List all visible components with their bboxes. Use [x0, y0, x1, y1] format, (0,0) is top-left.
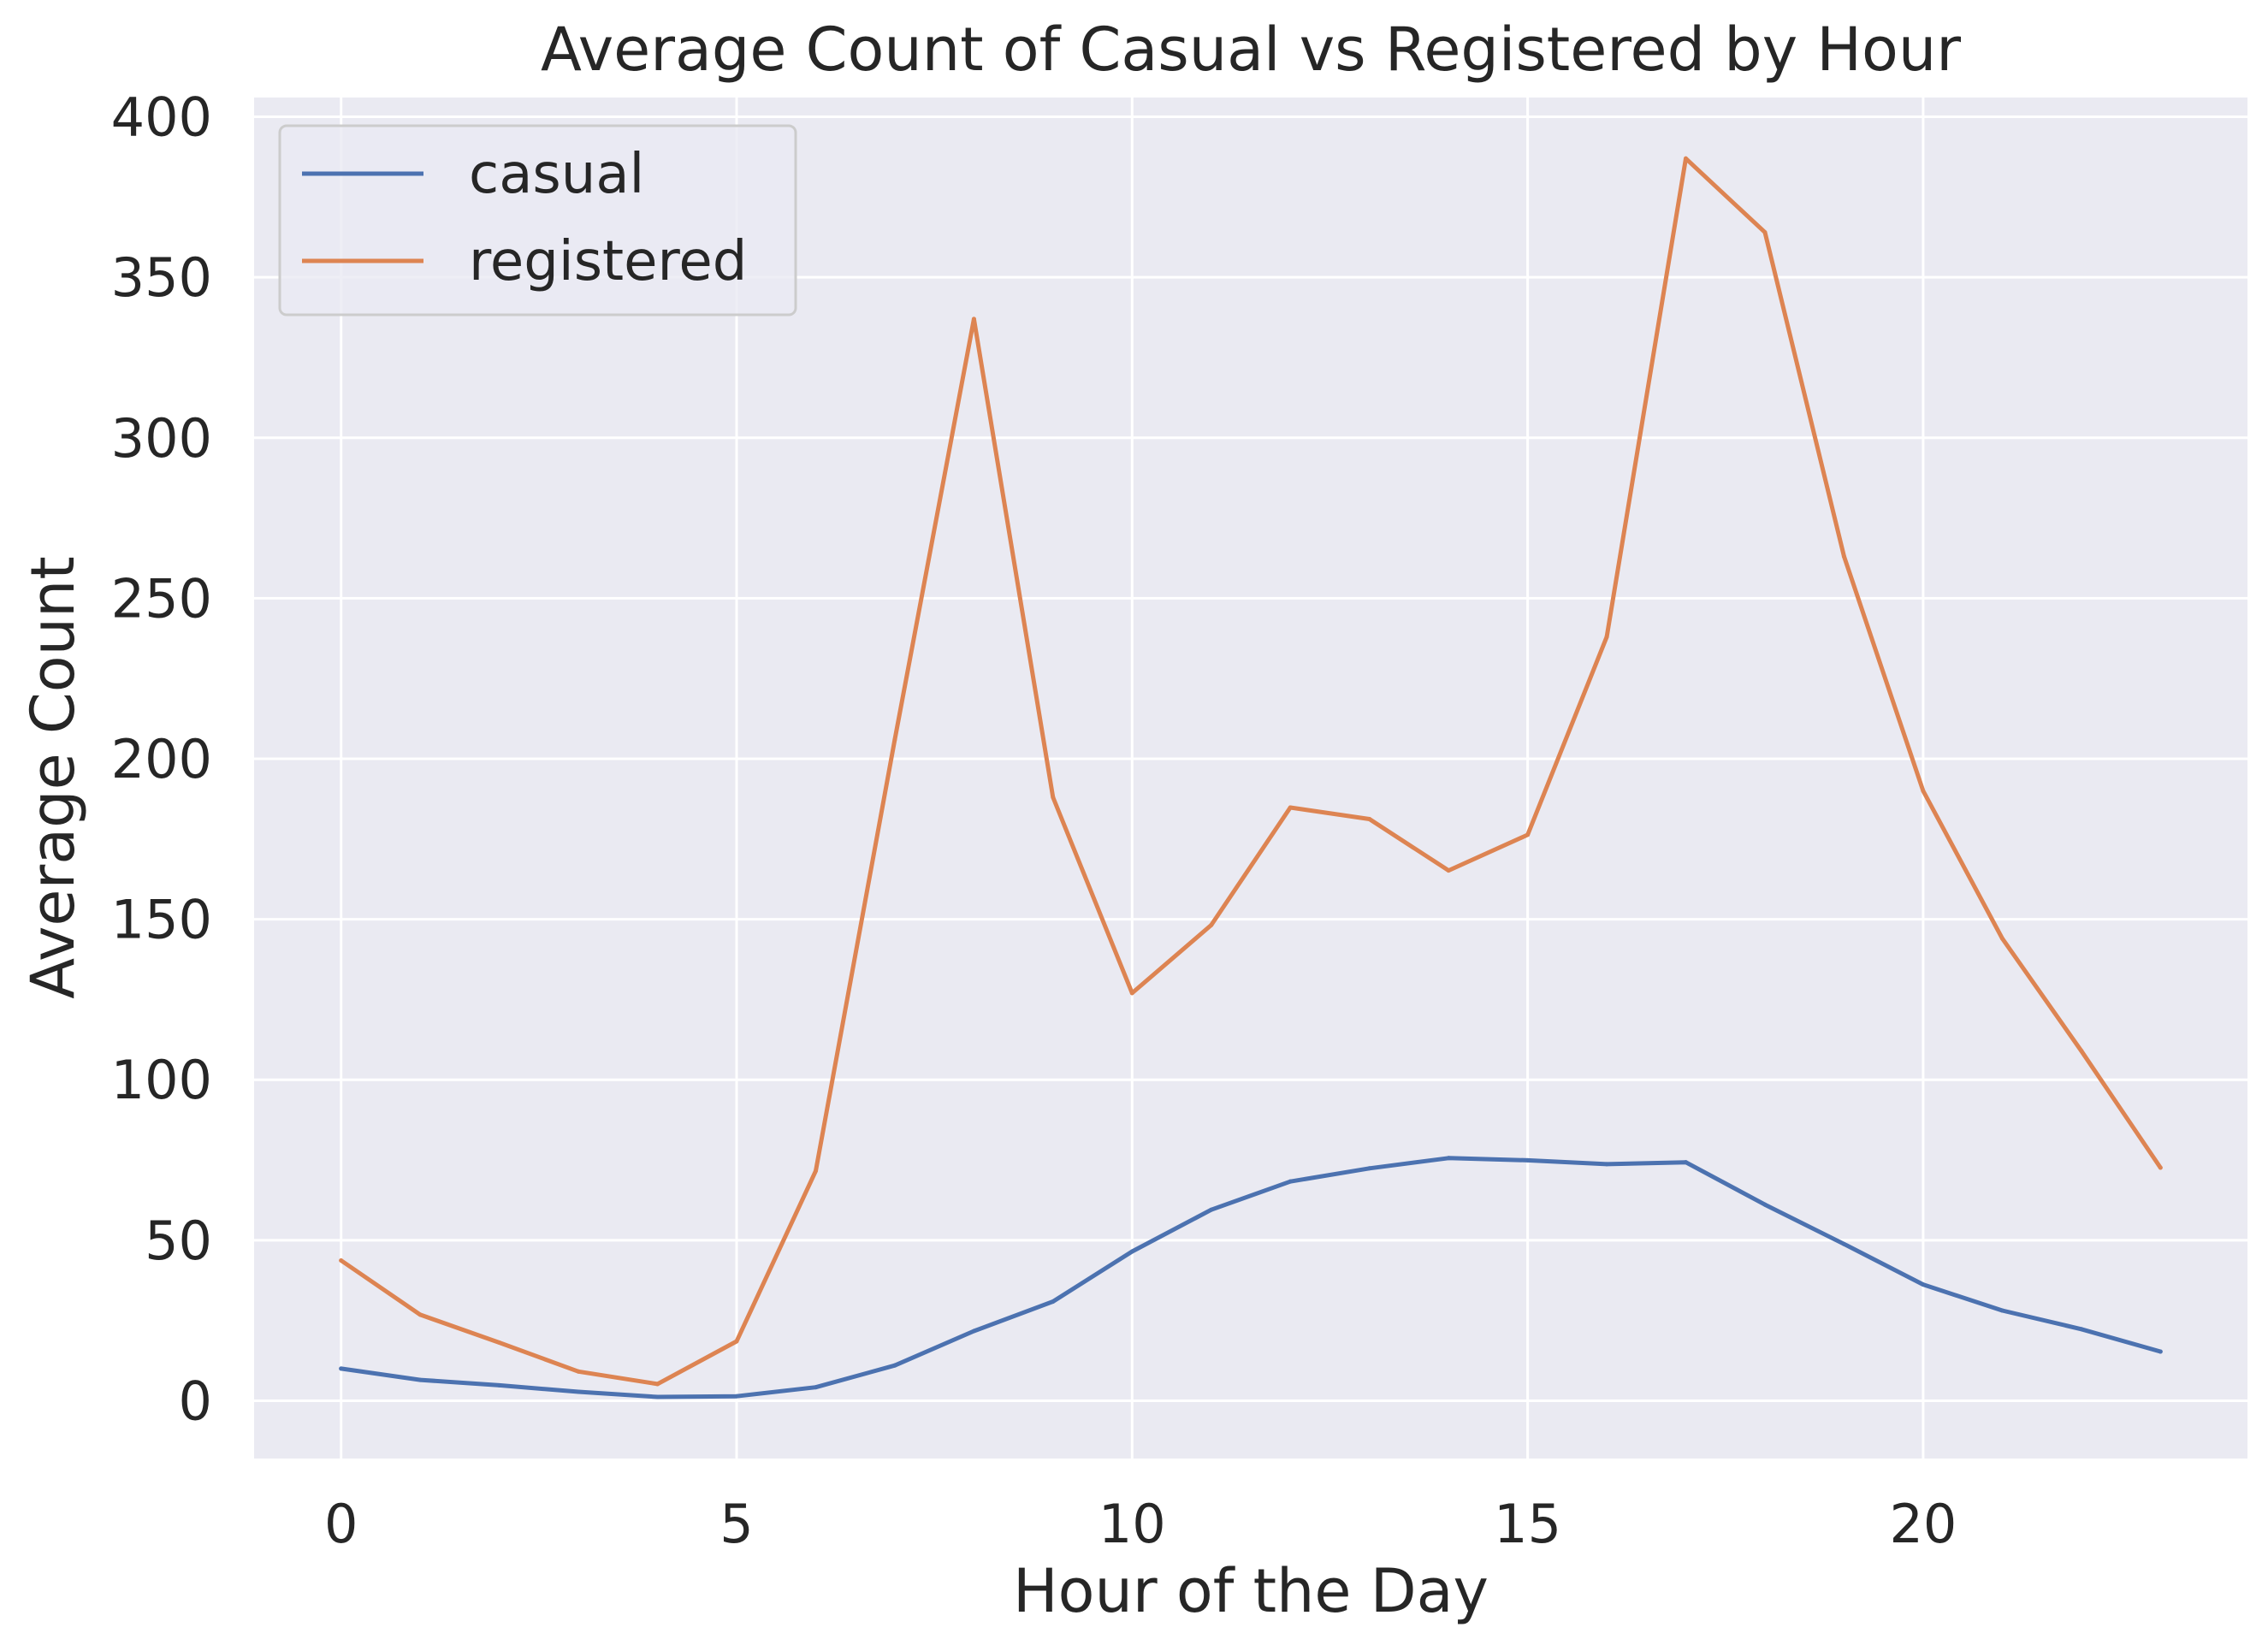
data-point-casual-22: [2079, 1327, 2084, 1332]
data-point-registered-7: [892, 737, 897, 742]
legend-label-registered: registered: [469, 230, 747, 293]
data-point-registered-9: [1051, 795, 1056, 800]
data-point-casual-14: [1446, 1156, 1451, 1161]
data-point-registered-22: [2079, 1048, 2084, 1053]
data-point-registered-2: [497, 1340, 502, 1346]
x-tick-labels: 0 5 10 15 20: [324, 1493, 1957, 1555]
data-point-casual-3: [576, 1389, 581, 1394]
data-point-registered-13: [1367, 817, 1372, 822]
y-tick-label-0: 0: [179, 1370, 212, 1432]
data-point-registered-18: [1762, 230, 1768, 235]
data-point-registered-19: [1841, 554, 1846, 559]
data-point-registered-4: [655, 1382, 660, 1387]
y-tick-label-300: 300: [111, 407, 212, 470]
legend-label-casual: casual: [469, 143, 644, 206]
data-point-casual-19: [1841, 1241, 1846, 1246]
y-tick-labels: 0 50 100 150 200 250 300 350 400: [111, 86, 212, 1433]
data-point-casual-12: [1288, 1179, 1293, 1184]
data-point-casual-20: [1921, 1282, 1926, 1287]
x-tick-label-0: 0: [324, 1493, 358, 1555]
series-line-registered: [339, 156, 2163, 1387]
y-tick-label-150: 150: [111, 889, 212, 951]
y-tick-label-350: 350: [111, 246, 212, 309]
x-tick-label-10: 10: [1098, 1493, 1166, 1555]
data-point-registered-20: [1921, 789, 1926, 794]
data-point-casual-4: [655, 1394, 660, 1399]
y-tick-label-200: 200: [111, 728, 212, 790]
data-point-casual-0: [339, 1366, 344, 1371]
series-lines: [339, 156, 2163, 1399]
x-tick-label-15: 15: [1494, 1493, 1561, 1555]
data-point-registered-1: [417, 1312, 423, 1317]
data-point-registered-10: [1129, 991, 1134, 996]
data-point-casual-11: [1209, 1207, 1214, 1212]
data-point-registered-21: [1999, 936, 2004, 941]
data-point-casual-5: [734, 1394, 739, 1399]
data-point-registered-11: [1209, 922, 1214, 927]
data-point-registered-0: [339, 1257, 344, 1263]
data-point-casual-23: [2158, 1349, 2163, 1354]
x-axis-label: Hour of the Day: [1013, 1556, 1489, 1626]
data-point-casual-9: [1051, 1299, 1056, 1305]
y-tick-label-100: 100: [111, 1049, 212, 1111]
y-tick-label-250: 250: [111, 567, 212, 630]
data-point-registered-12: [1288, 805, 1293, 810]
data-point-casual-8: [971, 1328, 976, 1334]
legend: casual registered: [278, 124, 797, 317]
data-point-casual-16: [1604, 1162, 1609, 1167]
chart-title: Average Count of Casual vs Registered by…: [541, 15, 1961, 85]
data-point-casual-10: [1129, 1249, 1134, 1254]
x-tick-label-5: 5: [719, 1493, 753, 1555]
data-point-casual-18: [1762, 1202, 1768, 1207]
plot-background: [254, 98, 2247, 1459]
data-point-registered-6: [813, 1169, 818, 1174]
data-point-registered-5: [734, 1339, 739, 1344]
data-point-registered-23: [2158, 1165, 2163, 1170]
data-point-registered-16: [1604, 634, 1609, 639]
data-point-casual-13: [1367, 1166, 1372, 1171]
y-axis-label: Average Count: [18, 556, 88, 999]
data-point-registered-3: [576, 1369, 581, 1374]
data-point-casual-1: [417, 1377, 423, 1382]
data-point-casual-17: [1684, 1160, 1689, 1165]
y-tick-label-50: 50: [145, 1210, 212, 1272]
y-tick-label-400: 400: [111, 86, 212, 149]
data-point-registered-8: [971, 317, 976, 322]
data-point-casual-7: [892, 1363, 897, 1368]
data-point-registered-17: [1684, 156, 1689, 161]
data-point-registered-14: [1446, 868, 1451, 873]
data-point-casual-2: [497, 1382, 502, 1388]
series-line-casual: [339, 1156, 2163, 1399]
x-tick-label-20: 20: [1889, 1493, 1957, 1555]
grid-lines: [254, 98, 2247, 1459]
data-point-registered-15: [1525, 832, 1531, 837]
data-point-casual-21: [1999, 1308, 2004, 1313]
data-point-casual-6: [813, 1385, 818, 1390]
data-point-casual-15: [1525, 1157, 1531, 1163]
